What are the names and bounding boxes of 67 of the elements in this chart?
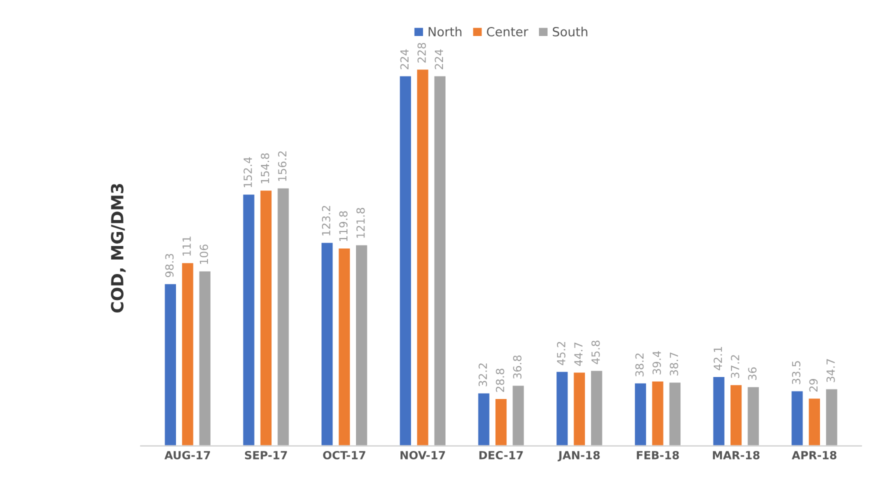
- x-tick-label: OCT-17: [323, 450, 366, 460]
- bar: [790, 390, 804, 446]
- bar: [494, 398, 508, 446]
- data-label: 224: [400, 49, 409, 70]
- y-axis-title: COD, MG/DM3: [110, 184, 126, 313]
- bar: [416, 68, 430, 446]
- legend-label: North: [428, 26, 462, 36]
- data-label: 98.3: [165, 254, 174, 278]
- bar: [242, 193, 256, 446]
- bar: [432, 74, 447, 446]
- bar: [163, 282, 178, 446]
- data-label: 228: [418, 42, 426, 63]
- bar: [180, 262, 195, 446]
- bar: [555, 370, 570, 446]
- data-label: 123.2: [322, 206, 330, 236]
- x-tick-label: SEP-17: [244, 450, 287, 460]
- bar: [746, 386, 760, 446]
- bar: [354, 244, 369, 446]
- data-label: 36.8: [513, 356, 522, 379]
- data-label: 32.2: [478, 363, 488, 386]
- data-label: 44.7: [574, 342, 582, 366]
- bar: [476, 392, 491, 446]
- legend-label: South: [552, 26, 588, 36]
- data-label: 156.2: [278, 151, 286, 181]
- x-tick-label: DEC-17: [479, 450, 523, 460]
- bar: [807, 397, 822, 446]
- bar: [572, 371, 586, 446]
- data-label: 154.8: [260, 153, 270, 184]
- data-label: 37.2: [730, 355, 740, 378]
- data-label: 45.8: [591, 340, 600, 364]
- bar: [320, 242, 334, 446]
- x-tick-label: APR-18: [792, 450, 836, 460]
- legend-label: Center: [486, 26, 528, 36]
- data-label: 111: [182, 236, 191, 256]
- x-tick-label: FEB-18: [636, 450, 679, 460]
- data-label: 29: [809, 379, 818, 392]
- data-label: 119.8: [339, 211, 348, 242]
- bar: [650, 380, 665, 446]
- x-tick-label: MAR-18: [712, 450, 760, 460]
- data-label: 33.5: [792, 361, 800, 384]
- x-tick-label: JAN-18: [558, 450, 600, 462]
- data-label: 36: [748, 367, 757, 380]
- bar: [398, 74, 412, 446]
- bar: [259, 189, 273, 446]
- data-label: 39.4: [652, 351, 661, 374]
- data-label: 45.2: [556, 342, 566, 366]
- data-label: 42.1: [714, 347, 722, 370]
- bar: [337, 247, 352, 446]
- data-label: 28.8: [496, 368, 504, 392]
- bar: [276, 186, 290, 446]
- x-tick-label: NOV-17: [400, 450, 445, 460]
- data-label: 121.8: [356, 208, 365, 238]
- bar: [590, 369, 604, 446]
- bar: [198, 270, 212, 446]
- bar: [511, 384, 526, 446]
- data-label: 34.7: [826, 359, 835, 382]
- data-label: 152.4: [244, 157, 252, 188]
- bar: [712, 376, 726, 446]
- bar: [729, 384, 744, 446]
- data-label: 38.7: [670, 352, 678, 376]
- data-label: 106: [200, 244, 208, 264]
- bar: [824, 388, 839, 446]
- data-label: 224: [434, 49, 443, 70]
- bar: [668, 381, 682, 446]
- data-label: 38.2: [635, 354, 644, 376]
- bar: [634, 382, 648, 446]
- x-tick-label: AUG-17: [164, 450, 210, 460]
